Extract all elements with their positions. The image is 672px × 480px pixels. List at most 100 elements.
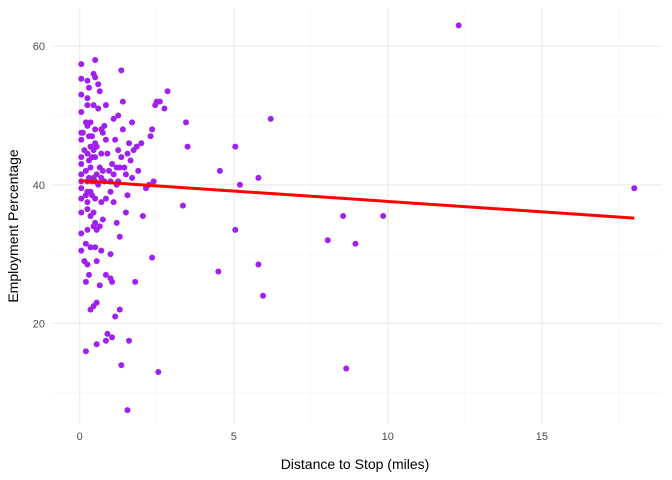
x-tick-labels: 0 5 10 15 [77,431,548,443]
data-point [98,247,105,254]
data-point [82,240,89,247]
y-tick-labels: 20 40 60 [33,41,45,330]
grid [52,8,662,424]
data-point [82,348,89,355]
data-point [150,178,157,185]
data-point [79,129,86,136]
data-point [129,174,136,181]
data-point [93,143,100,150]
data-point [93,258,100,265]
x-tick-label: 15 [536,431,548,443]
data-point [84,226,91,233]
data-point [122,171,129,178]
data-point [110,171,117,178]
data-point [82,167,89,174]
x-axis-title: Distance to Stop (miles) [281,456,430,472]
data-point [92,219,99,226]
data-point [260,292,267,299]
data-point [82,278,89,285]
data-point [116,306,123,313]
data-point [215,268,222,275]
data-point [92,74,99,81]
y-axis-title: Employment Percentage [5,149,21,303]
data-point [90,209,97,216]
data-point [255,261,262,268]
data-point [112,136,119,143]
y-tick-label: 20 [33,318,45,330]
data-point [124,192,131,199]
data-point [216,167,223,174]
data-point [380,213,387,219]
data-point [109,334,116,341]
data-point [78,61,85,68]
data-point [104,330,111,337]
data-point [255,174,262,181]
data-point [156,98,163,105]
data-point [89,133,96,140]
data-point [95,105,102,112]
data-point [85,271,92,278]
data-point [84,102,91,109]
data-point [161,105,168,112]
data-point [99,129,106,136]
data-point [139,213,146,219]
data-point [109,161,116,167]
data-point [232,226,239,233]
data-point [78,91,85,98]
data-point [149,254,156,261]
data-point [78,195,85,202]
data-point [631,185,638,192]
data-point [267,115,274,122]
data-point [95,81,102,88]
data-point [78,247,85,254]
data-point [78,230,85,237]
data-point [129,119,136,126]
data-point [92,57,99,63]
data-point [85,84,92,91]
data-point [84,95,91,102]
data-point [126,337,133,344]
data-point [102,136,109,143]
data-point [343,365,350,372]
data-point [102,337,109,344]
data-point [87,119,94,126]
data-point [112,313,119,320]
data-point [78,185,85,192]
data-point [78,171,85,178]
data-point [84,150,91,157]
data-point [90,102,97,109]
data-point [93,341,100,348]
data-point [98,150,105,157]
data-point [102,195,109,202]
data-point [78,109,85,115]
data-point [147,133,154,140]
data-point [93,299,100,306]
data-point [135,167,142,174]
data-point [84,206,91,213]
data-point [118,154,125,161]
data-point [127,157,134,164]
data-point [93,171,100,178]
data-point [78,154,85,161]
data-point [110,115,117,122]
x-tick-label: 0 [77,431,83,443]
data-point [78,136,85,143]
data-point [115,112,122,119]
data-point [98,199,105,206]
data-point [126,140,133,147]
data-point [87,164,94,171]
data-point [92,154,99,161]
data-point [109,278,116,285]
data-point [102,102,109,109]
data-point [155,369,162,375]
data-point [84,261,91,268]
y-tick-label: 60 [33,41,45,53]
data-point [107,188,114,195]
data-point [92,126,99,133]
data-point [118,362,125,369]
x-tick-label: 5 [231,431,237,443]
data-point [107,251,114,258]
data-point [119,126,126,133]
data-point [92,244,99,251]
